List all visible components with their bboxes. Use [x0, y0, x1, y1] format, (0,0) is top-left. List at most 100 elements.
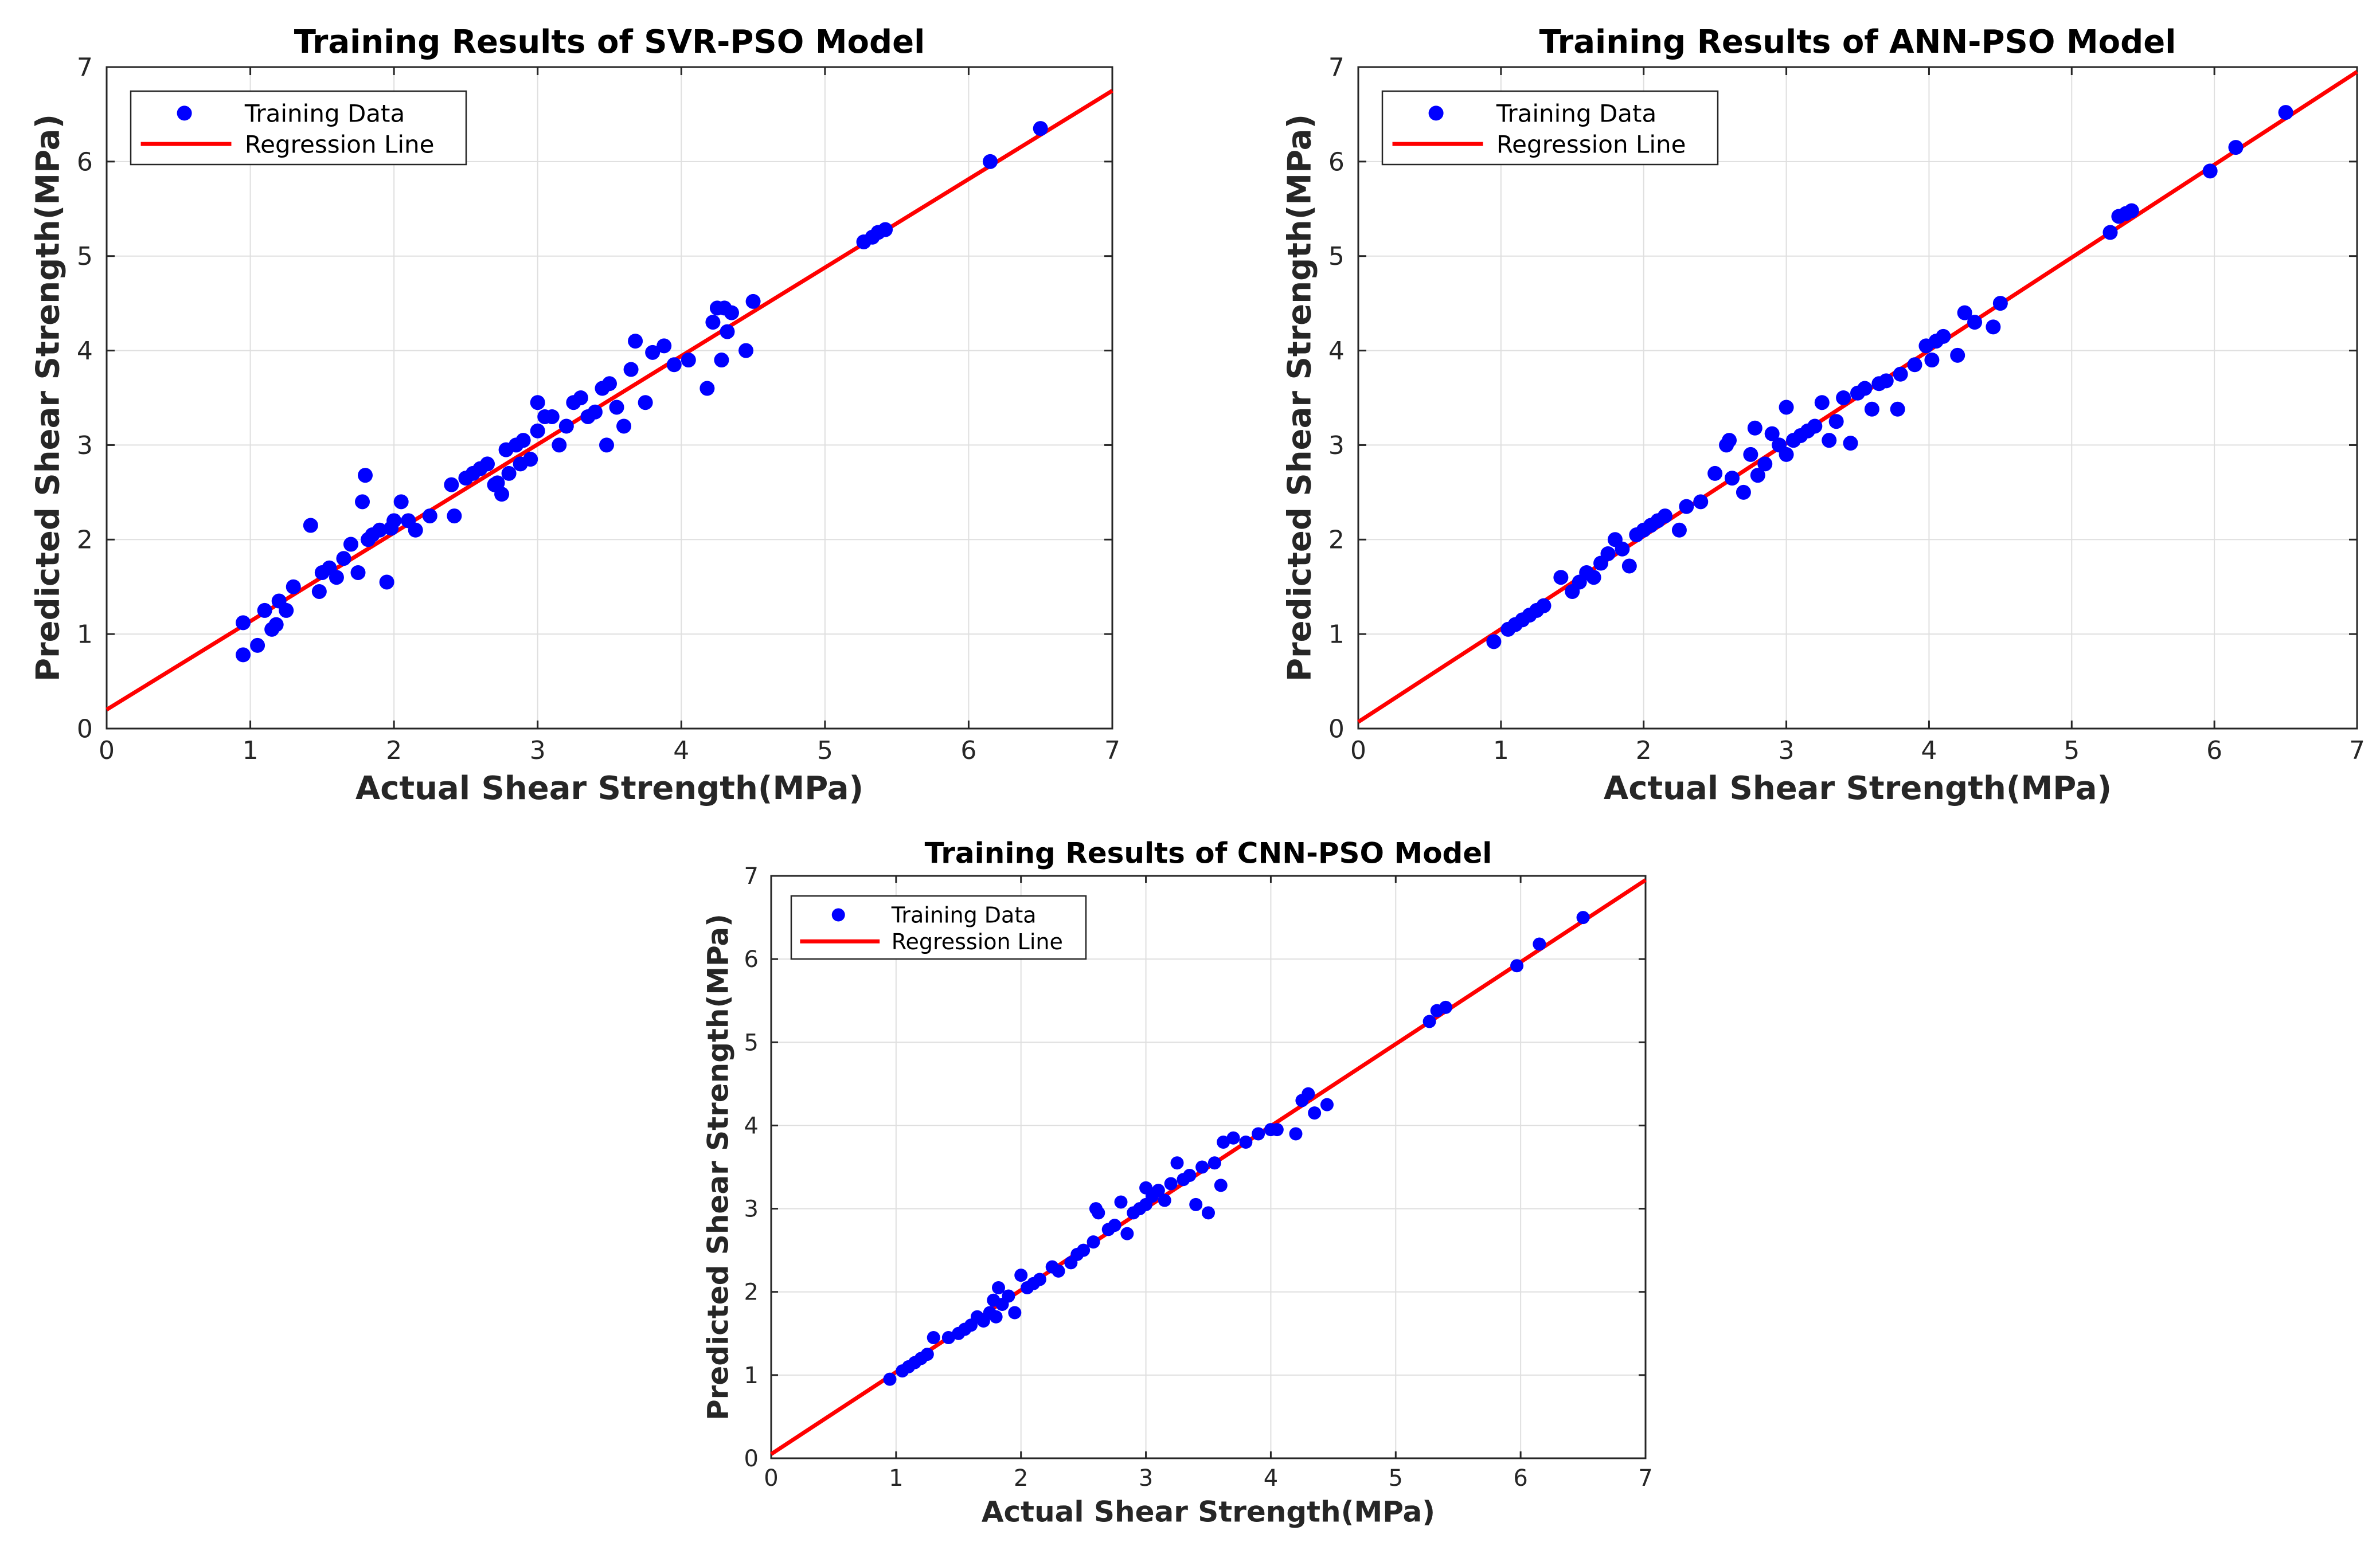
- training-data-point: [329, 570, 344, 585]
- training-data-point: [1195, 1160, 1209, 1174]
- training-data-point: [552, 437, 567, 453]
- training-data-point: [1214, 1179, 1228, 1192]
- x-tick-label: 0: [764, 1465, 778, 1492]
- y-tick-label: 3: [744, 1196, 759, 1223]
- training-data-point: [1936, 328, 1951, 344]
- y-tick-label: 0: [77, 714, 93, 743]
- training-data-point: [1158, 1193, 1171, 1207]
- training-data-point: [1008, 1306, 1022, 1320]
- training-data-point: [2278, 105, 2293, 120]
- x-tick-label: 2: [1636, 736, 1652, 765]
- training-data-point: [279, 602, 294, 618]
- tick-layer: 0 1 2 3 4 5 6 7 0 1 2 3 4 5 6 7: [77, 53, 1120, 765]
- training-data-point: [1120, 1227, 1134, 1240]
- legend-box: [790, 895, 1087, 960]
- y-tick-label: 3: [1328, 431, 1345, 460]
- y-tick-label: 3: [77, 431, 93, 460]
- training-data-point: [623, 362, 639, 377]
- training-data-point: [1907, 357, 1922, 373]
- training-data-point: [1757, 456, 1773, 472]
- training-data-point: [350, 565, 366, 580]
- x-tick-label: 6: [1513, 1465, 1527, 1492]
- training-data-point: [1207, 1156, 1221, 1170]
- y-tick-label: 6: [744, 946, 759, 973]
- y-tick-label: 7: [1328, 53, 1345, 82]
- legend-label-regression-line: Regression Line: [1496, 130, 1686, 158]
- training-data-point: [1108, 1219, 1121, 1232]
- training-data-point: [1957, 305, 1972, 320]
- training-data-point: [1422, 1015, 1436, 1028]
- training-data-point: [738, 343, 754, 358]
- legend-label-training-data: Training Data: [244, 100, 405, 128]
- legend-box: [1381, 90, 1719, 166]
- training-data-point: [1615, 541, 1630, 557]
- training-data-point: [544, 409, 560, 424]
- training-data-point: [883, 1372, 897, 1386]
- training-data-point: [268, 617, 284, 632]
- grid-layer: [107, 67, 1112, 729]
- legend-label-regression-line: Regression Line: [892, 929, 1063, 954]
- y-tick-label: 5: [744, 1030, 759, 1056]
- training-data-point: [983, 154, 998, 169]
- y-tick-label: 6: [77, 147, 93, 177]
- training-data-point: [480, 456, 495, 472]
- training-data-point: [1576, 911, 1590, 925]
- training-data-point: [444, 477, 459, 492]
- training-data-point: [1722, 433, 1737, 448]
- y-axis-label: Predicted Shear Strength(MPa): [1281, 114, 1319, 682]
- training-data-point: [1014, 1269, 1028, 1282]
- training-data-point: [2202, 163, 2218, 179]
- x-tick-label: 7: [1104, 736, 1120, 765]
- training-data-point: [1671, 522, 1687, 538]
- x-tick-label: 1: [243, 736, 259, 765]
- chart-svr-pso: 0 1 2 3 4 5 6 7 0 1 2 3 4 5 6 7 Training Results of SVR…: [30, 24, 1120, 807]
- x-tick-label: 2: [1014, 1465, 1028, 1492]
- training-data-point: [705, 315, 721, 330]
- regression-layer: [105, 89, 1113, 712]
- tick-layer: 0 1 2 3 4 5 6 7 0 1 2 3 4 5 6 7: [1328, 53, 2365, 765]
- y-tick-label: 4: [77, 336, 93, 366]
- training-data-point: [530, 395, 545, 410]
- training-data-point: [920, 1348, 934, 1361]
- training-data-point: [720, 324, 735, 339]
- training-data-point: [1033, 121, 1048, 136]
- x-tick-label: 3: [1779, 736, 1795, 765]
- plot-area-frame: [105, 66, 1113, 730]
- training-data-point: [638, 395, 653, 410]
- training-data-point: [355, 494, 370, 510]
- training-data-point: [1836, 390, 1851, 405]
- training-data-point: [1736, 484, 1751, 500]
- training-data-point: [372, 522, 388, 538]
- y-axis-label: Predicted Shear Strength(MPa): [702, 914, 735, 1420]
- training-data-point: [941, 1331, 955, 1345]
- y-tick-label: 1: [77, 620, 93, 649]
- x-axis-label: Actual Shear Strength(MPa): [355, 770, 863, 807]
- training-data-point: [530, 423, 545, 439]
- training-data-point: [1707, 465, 1723, 481]
- training-data-point: [1217, 1135, 1230, 1149]
- training-data-point: [1764, 426, 1780, 441]
- training-data-point: [1658, 508, 1673, 524]
- training-data-point: [1486, 634, 1502, 649]
- chart-title: Training Results of ANN-PSO Model: [1539, 24, 2176, 61]
- training-data-point: [1586, 570, 1601, 585]
- training-data-point: [1052, 1264, 1065, 1278]
- y-tick-label: 5: [77, 242, 93, 271]
- training-data-point: [1033, 1273, 1046, 1286]
- grid-layer: [771, 876, 1646, 1458]
- training-data-point: [602, 376, 617, 392]
- legend-box: [130, 90, 467, 166]
- training-data-point: [343, 537, 358, 552]
- y-tick-label: 0: [1328, 714, 1345, 743]
- training-data-point: [1092, 1206, 1105, 1220]
- training-data-point: [1553, 570, 1569, 585]
- training-data-point: [628, 334, 643, 349]
- training-data-point: [599, 437, 614, 453]
- training-data-point: [1843, 436, 1858, 451]
- plot-area-frame: [770, 875, 1647, 1459]
- training-data-point: [1600, 546, 1616, 562]
- training-data-point: [1822, 433, 1837, 448]
- training-data-point: [645, 345, 661, 360]
- plot-area-frame: [1357, 66, 2358, 730]
- y-tick-label: 2: [1328, 526, 1345, 555]
